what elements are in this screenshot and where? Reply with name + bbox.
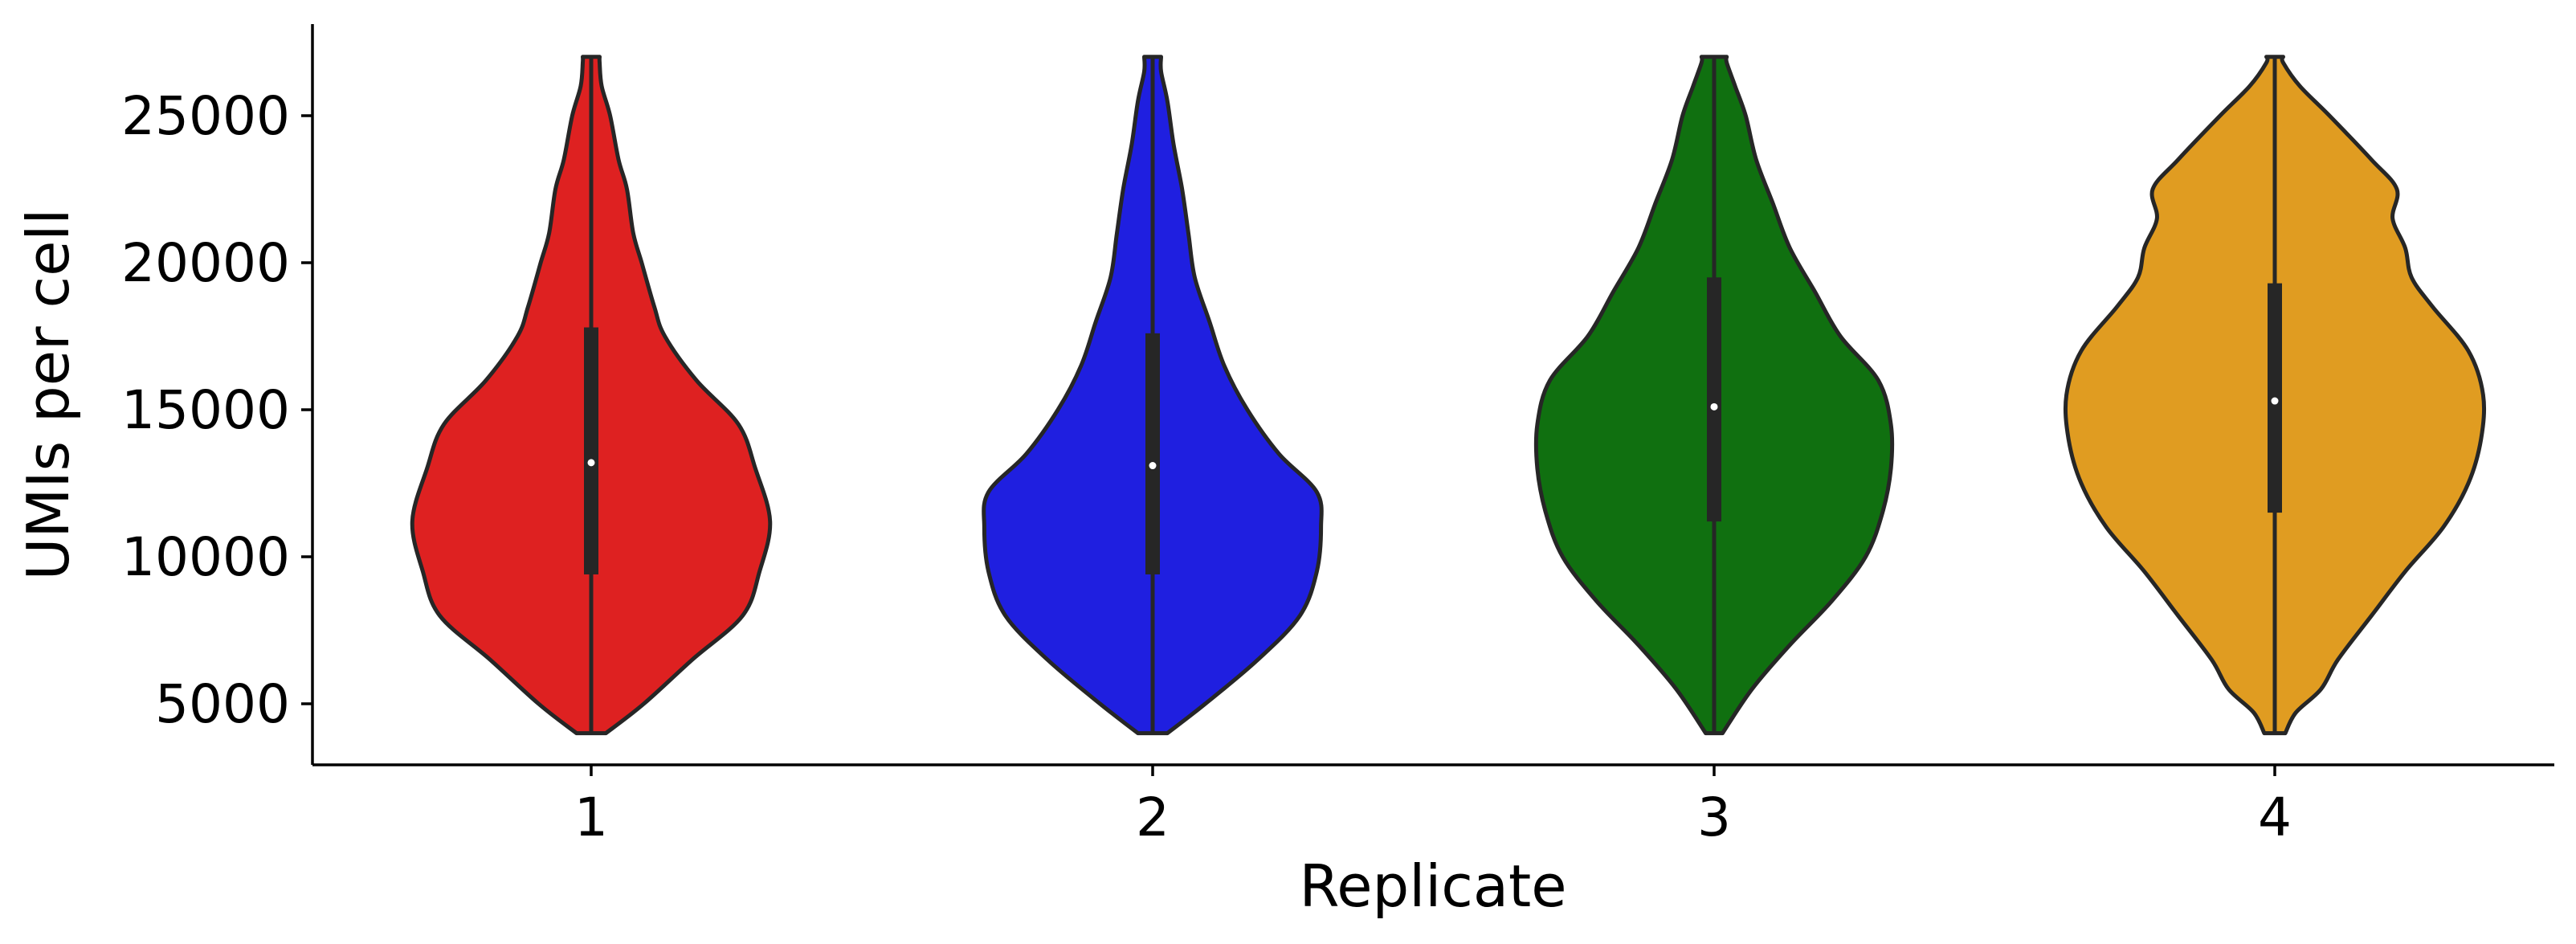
y-tick-label: 5000 (155, 673, 290, 735)
iqr-box-1 (584, 327, 598, 574)
x-tick-label: 3 (1697, 787, 1731, 848)
violin-4 (2063, 55, 2487, 736)
median-point-2 (1149, 462, 1157, 470)
plot-area (410, 55, 2487, 736)
x-axis-ticks: 1 2 3 4 (574, 765, 2292, 848)
x-tick-label: 2 (1136, 787, 1170, 848)
y-axis-ticks: 5000 10000 15000 20000 25000 (121, 85, 312, 735)
iqr-box-2 (1145, 333, 1160, 574)
violin-1 (410, 55, 773, 736)
y-axis-title: UMIs per cell (14, 209, 82, 581)
median-point-3 (1710, 403, 1718, 411)
iqr-box-3 (1707, 277, 1721, 522)
x-tick-label: 1 (574, 787, 608, 848)
violin-2 (982, 55, 1324, 736)
y-tick-label: 15000 (121, 379, 290, 441)
violin-3 (1533, 55, 1895, 736)
x-axis-title: Replicate (1299, 852, 1566, 920)
y-tick-label: 25000 (121, 85, 290, 147)
y-tick-label: 20000 (121, 232, 290, 294)
x-tick-label: 4 (2258, 787, 2292, 848)
y-tick-label: 10000 (121, 526, 290, 588)
median-point-4 (2271, 397, 2279, 405)
median-point-1 (587, 459, 595, 467)
